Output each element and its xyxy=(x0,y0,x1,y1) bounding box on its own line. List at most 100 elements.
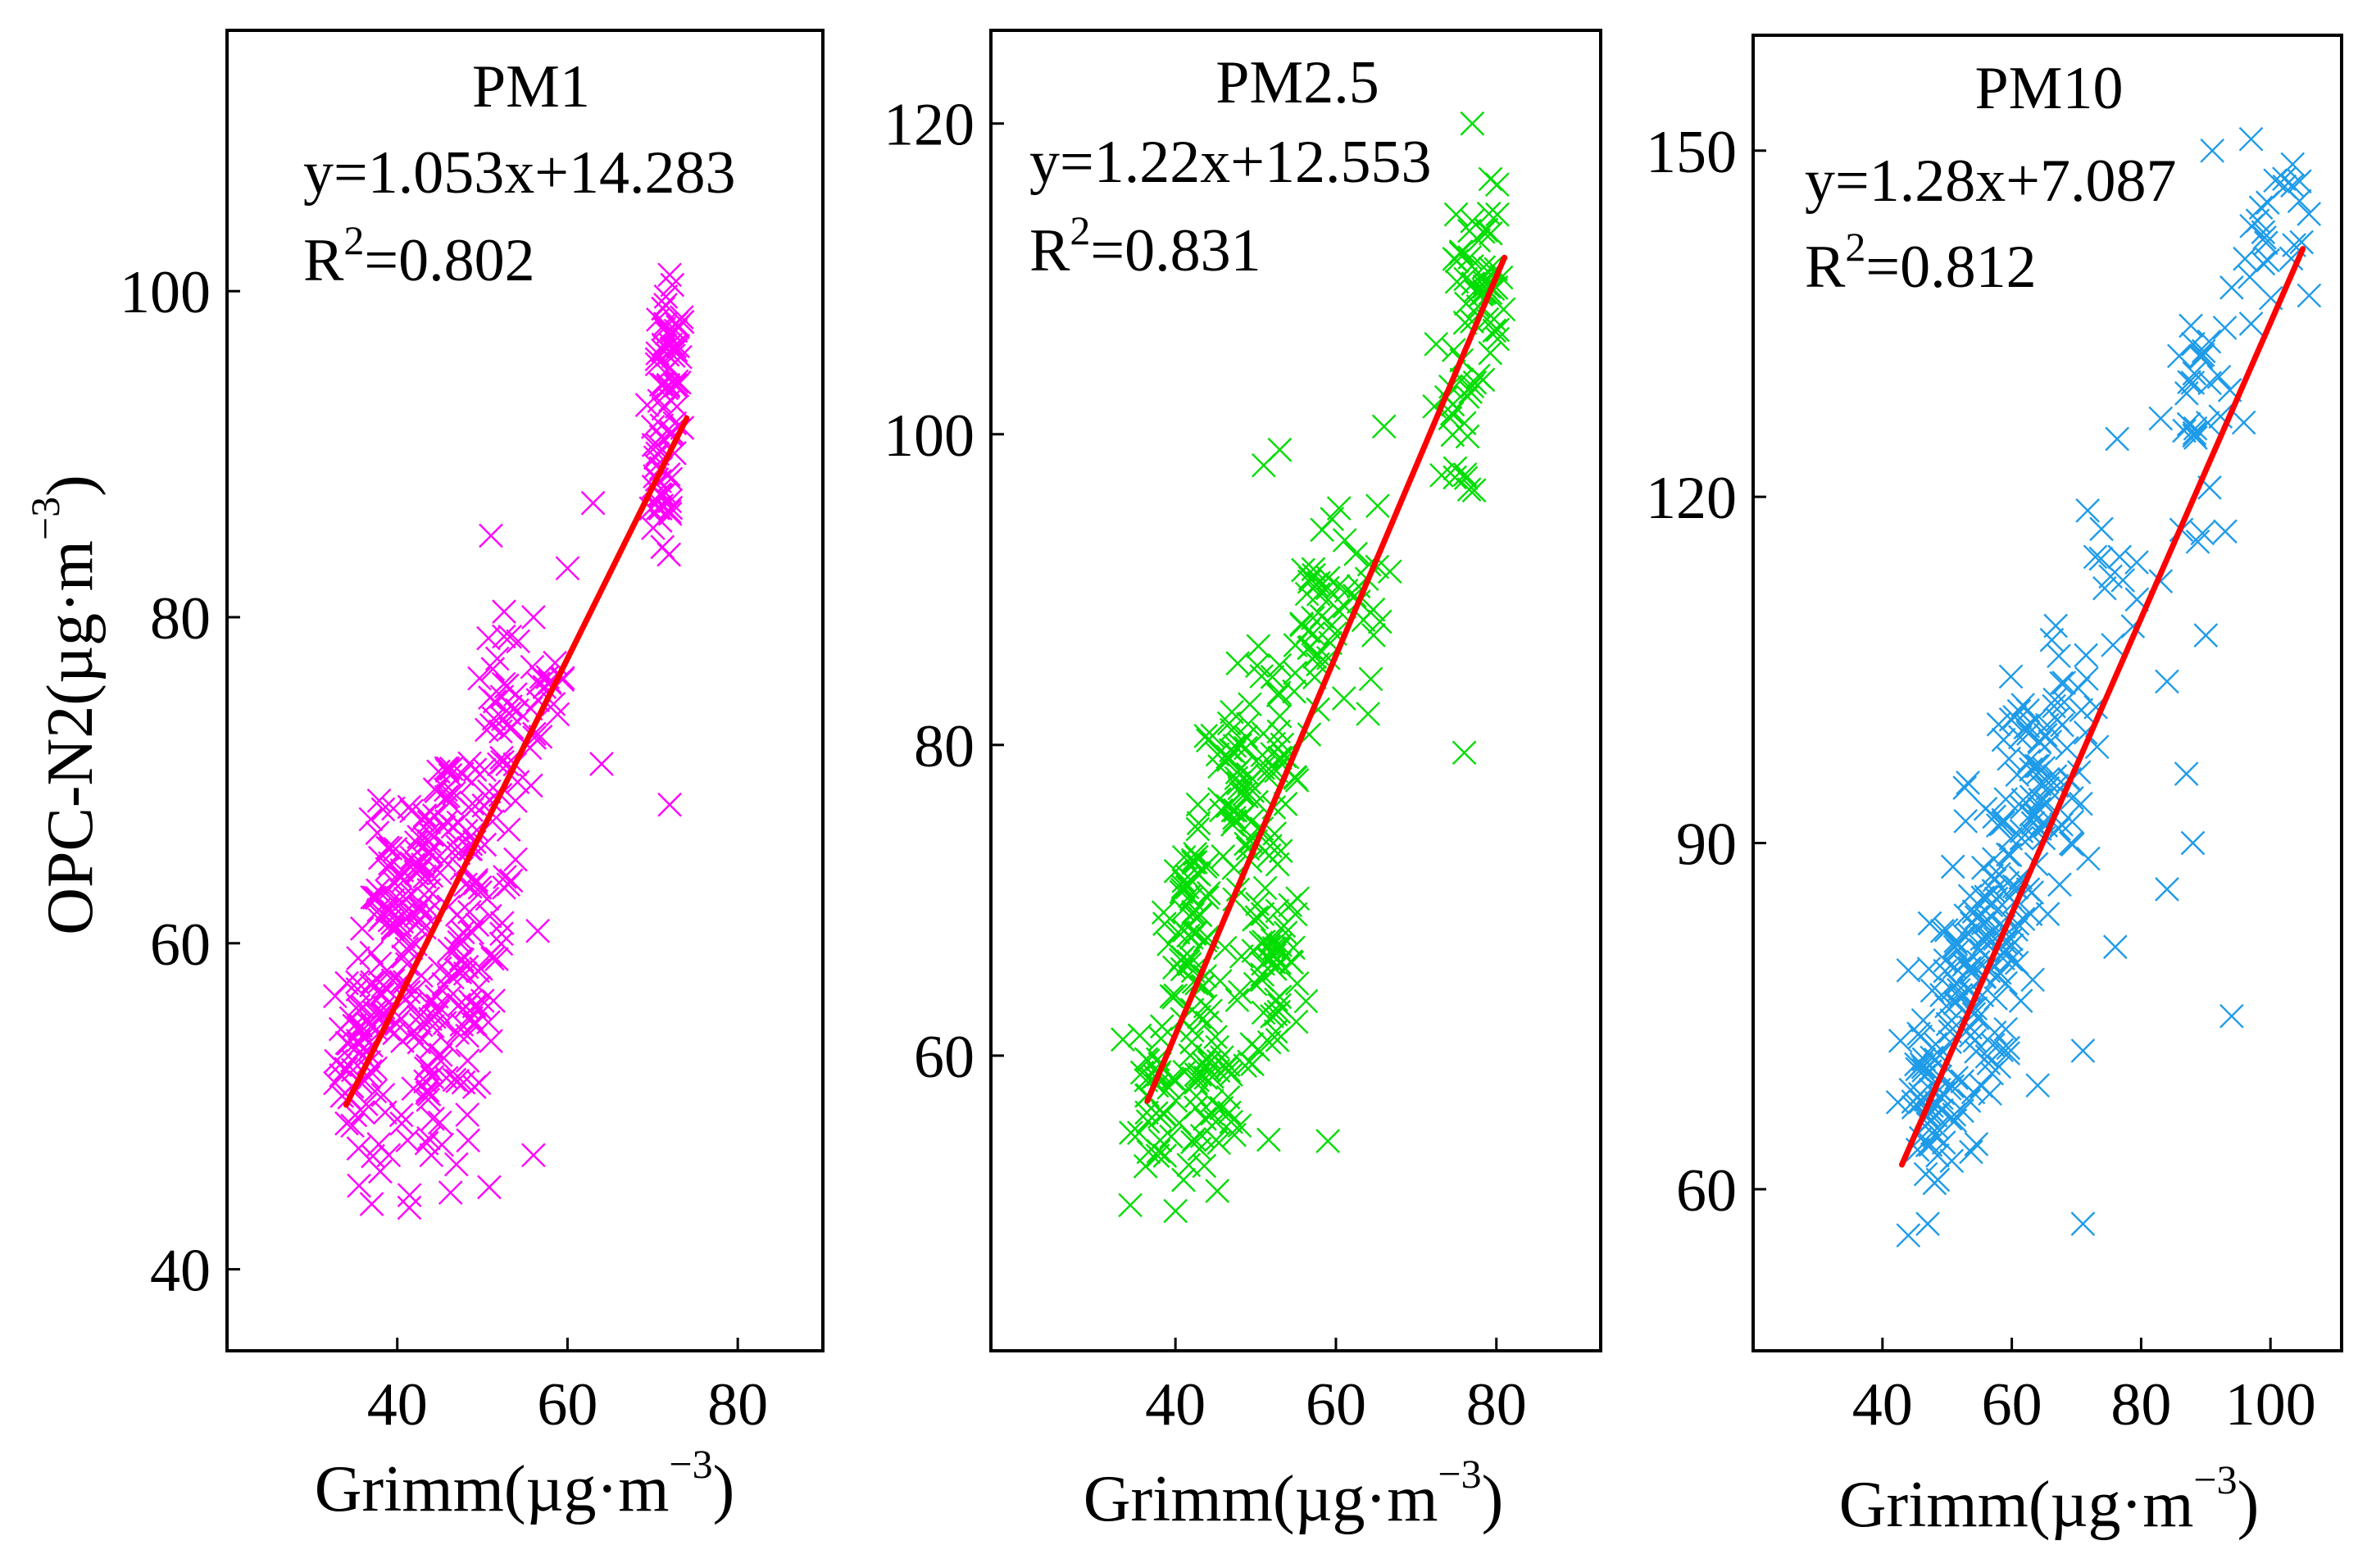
scatter-point xyxy=(1260,928,1285,952)
scatter-point xyxy=(350,916,375,941)
scatter-point xyxy=(1485,326,1511,352)
scatter-point xyxy=(1262,821,1287,846)
scatter-point xyxy=(640,414,666,439)
scatter-point xyxy=(1203,1025,1228,1049)
scatter-point xyxy=(389,909,415,934)
scatter-point xyxy=(545,702,570,727)
scatter-point xyxy=(1953,949,1979,974)
scatter-point xyxy=(2297,202,2322,226)
scatter-point xyxy=(432,848,457,873)
scatter-point xyxy=(1251,951,1275,976)
scatter-point xyxy=(2297,283,2322,308)
scatter-point xyxy=(1942,934,1968,960)
scatter-point xyxy=(479,523,503,548)
scatter-point xyxy=(1964,1132,1989,1157)
scatter-point xyxy=(467,666,492,691)
scatter-point xyxy=(436,1033,461,1058)
scatter-point xyxy=(503,847,528,872)
scatter-point xyxy=(476,625,501,651)
scatter-point xyxy=(525,918,550,943)
scatter-point xyxy=(2155,669,2179,694)
scatter-point xyxy=(1163,1088,1188,1113)
equation-pm10: y=1.28x+7.087 xyxy=(1805,148,2176,215)
scatter-point xyxy=(378,851,402,876)
scatter-point xyxy=(2101,633,2125,657)
scatter-point xyxy=(658,495,684,520)
scatter-point xyxy=(1481,307,1506,332)
scatter-point xyxy=(2254,230,2278,256)
scatter-point xyxy=(492,599,516,625)
x-tick-label: 60 xyxy=(1306,1371,1366,1438)
scatter-point xyxy=(2231,410,2256,435)
scatter-point xyxy=(356,1011,381,1037)
plot-frame-pm10 xyxy=(1751,34,2343,1352)
scatter-point xyxy=(353,1092,379,1116)
scatter-point xyxy=(1133,1154,1158,1179)
scatter-point xyxy=(1206,787,1232,811)
x-tick-label: 40 xyxy=(367,1371,428,1438)
scatter-point xyxy=(388,1102,414,1128)
scatter-point xyxy=(2179,313,2203,339)
scatter-point xyxy=(2219,275,2244,300)
y-tick-label: 80 xyxy=(150,585,211,652)
scatter-point xyxy=(1896,1223,1921,1248)
scatter-point xyxy=(416,1082,442,1107)
r-squared-exponent: 2 xyxy=(343,217,364,263)
scatter-point xyxy=(1238,692,1262,717)
scatter-point xyxy=(1455,384,1480,409)
scatter-point xyxy=(1267,652,1293,678)
scatter-point xyxy=(2047,872,2072,898)
r-squared-symbol: R xyxy=(303,227,344,294)
scatter-point xyxy=(346,1136,371,1161)
scatter-point xyxy=(1332,528,1357,552)
scatter-points-pm1 xyxy=(323,262,695,1220)
scatter-point xyxy=(1320,507,1345,531)
scatter-point xyxy=(1982,804,2007,829)
x-tick-label: 80 xyxy=(707,1371,768,1438)
scatter-point xyxy=(1160,1066,1184,1091)
axis-ticks-pm10: 40 60 80 100 60 90 120 150 xyxy=(1646,119,2316,1438)
panel-title-pm2-5: PM2.5 xyxy=(1215,49,1379,116)
scatter-point xyxy=(412,803,438,828)
scatter-point xyxy=(489,921,514,947)
scatter-point xyxy=(1325,598,1351,623)
scatter-point xyxy=(1365,493,1390,519)
scatter-point xyxy=(1284,970,1310,996)
scatter-point xyxy=(1976,1051,2001,1076)
scatter-point xyxy=(1981,879,2006,903)
scatter-point xyxy=(1152,911,1177,936)
y-tick-label: 100 xyxy=(120,259,211,326)
scatter-point xyxy=(1163,983,1188,1008)
scatter-point xyxy=(1227,1113,1252,1139)
scatter-point xyxy=(657,542,682,567)
x-axis-label-pm1: Grimm(µg·m−3) xyxy=(315,1441,735,1525)
scatter-point xyxy=(1192,1153,1217,1179)
scatter-point xyxy=(388,863,412,889)
scatter-point xyxy=(401,1076,426,1102)
scatter-point xyxy=(2195,411,2220,435)
scatter-point xyxy=(1193,1066,1218,1090)
scatter-point xyxy=(1185,792,1211,817)
scatter-point xyxy=(1915,1211,1940,1236)
scatter-point xyxy=(1998,826,2024,851)
scatter-point xyxy=(1910,1007,1936,1033)
scatter-point xyxy=(1197,1050,1222,1075)
scatter-point xyxy=(465,912,490,938)
r-squared-pm10: R2=0.812 xyxy=(1805,224,2037,301)
scatter-point xyxy=(1993,787,2019,811)
plot-frame-pm2-5 xyxy=(989,29,1602,1352)
scatter-point xyxy=(497,624,523,649)
scatter-point xyxy=(366,898,391,923)
scatter-point xyxy=(2058,830,2083,856)
scatter-point xyxy=(2166,343,2192,369)
scatter-point xyxy=(2031,756,2056,780)
scatter-point xyxy=(375,835,400,861)
y-tick-label: 80 xyxy=(914,713,975,780)
scatter-point xyxy=(1266,680,1292,706)
scatter-point xyxy=(493,865,517,889)
scatter-point xyxy=(1211,844,1236,869)
scatter-point xyxy=(1289,611,1314,636)
scatter-point xyxy=(376,1143,402,1168)
scatter-point xyxy=(1953,808,1979,834)
